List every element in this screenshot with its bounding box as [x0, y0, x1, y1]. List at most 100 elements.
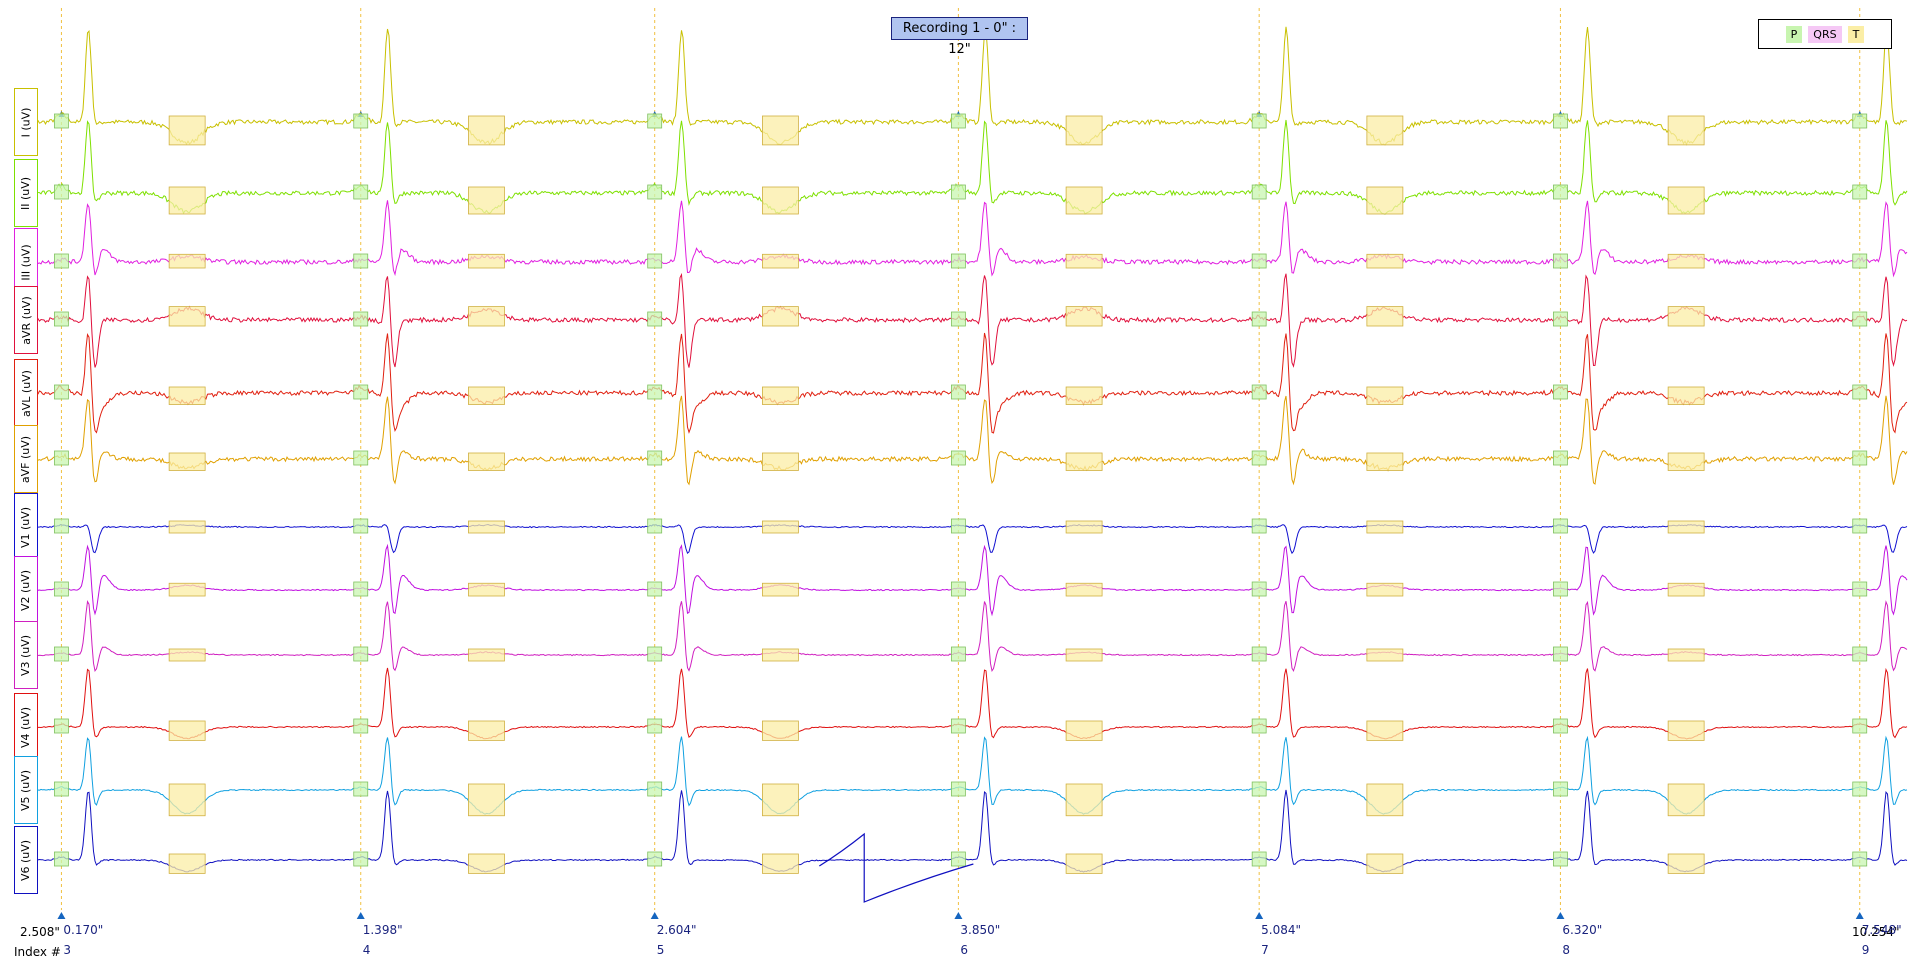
p-wave-box — [54, 253, 69, 269]
p-wave-box — [950, 851, 966, 867]
t-wave-box — [762, 648, 799, 662]
lead-trace — [19, 332, 1908, 434]
t-wave-box — [468, 520, 505, 534]
t-wave-box — [468, 115, 505, 146]
p-wave-box — [1852, 384, 1868, 400]
beat-marker — [356, 912, 365, 919]
beat-index-label: 6 — [960, 943, 969, 957]
p-wave-box — [1553, 113, 1568, 129]
p-wave-box — [647, 646, 663, 662]
t-wave-box — [1667, 253, 1705, 269]
t-wave-box — [168, 115, 206, 146]
lead-label: aVR (uV) — [14, 286, 38, 354]
p-wave-box — [1553, 581, 1568, 597]
t-wave-box — [1667, 306, 1705, 327]
recording-title: Recording 1 - 0" : 12" — [891, 17, 1028, 57]
lead-label: aVF (uV) — [14, 425, 38, 493]
p-wave-box — [1852, 851, 1868, 867]
p-wave-box — [353, 450, 369, 466]
p-wave-box — [1553, 851, 1568, 867]
p-wave-box — [1251, 518, 1267, 534]
p-wave-box — [353, 581, 369, 597]
v6-artifact — [818, 832, 974, 903]
lead-trace — [19, 543, 1908, 617]
p-wave-box — [950, 781, 966, 797]
t-wave-box — [1065, 186, 1103, 215]
t-wave-box — [1667, 720, 1705, 741]
t-wave-box — [168, 306, 206, 327]
p-wave-box — [1553, 646, 1568, 662]
beat-time-label: 0.170" — [63, 923, 104, 937]
p-wave-box — [353, 113, 369, 129]
t-wave-box — [1667, 648, 1705, 662]
lead-label-text: V4 (uV) — [19, 706, 33, 748]
t-wave-box — [1065, 115, 1103, 146]
t-wave-box — [762, 115, 799, 146]
p-wave-box — [353, 184, 369, 200]
t-wave-box — [762, 720, 799, 741]
lead-label-text: V5 (uV) — [19, 769, 33, 811]
p-wave-box — [1852, 311, 1868, 327]
lead-label-text: V3 (uV) — [19, 634, 33, 676]
lead-label: V5 (uV) — [14, 756, 38, 824]
p-wave-box — [1852, 718, 1868, 734]
t-wave-box — [168, 853, 206, 874]
t-wave-box — [1667, 520, 1705, 534]
p-wave-box — [1852, 253, 1868, 269]
p-wave-box — [950, 253, 966, 269]
p-wave-box — [353, 518, 369, 534]
t-wave-box — [1667, 853, 1705, 874]
beat-marker — [1556, 912, 1565, 919]
p-wave-box — [1553, 718, 1568, 734]
lead-label-text: aVL (uV) — [19, 369, 33, 417]
p-wave-box — [647, 253, 663, 269]
t-wave-box — [168, 783, 206, 817]
p-wave-box — [1852, 450, 1868, 466]
p-wave-box — [647, 718, 663, 734]
t-wave-box — [468, 783, 505, 817]
p-wave-box — [1251, 851, 1267, 867]
p-wave-box — [647, 450, 663, 466]
beat-index-label: 3 — [63, 943, 72, 957]
t-wave-box — [762, 783, 799, 817]
p-wave-box — [647, 384, 663, 400]
t-wave-box — [468, 306, 505, 327]
t-wave-box — [1366, 186, 1404, 215]
t-wave-box — [1065, 783, 1103, 817]
t-wave-box — [1366, 720, 1404, 741]
t-wave-box — [762, 386, 799, 405]
t-wave-box — [1366, 253, 1404, 269]
t-wave-box — [1366, 386, 1404, 405]
lead-label-text: V1 (uV) — [19, 506, 33, 548]
lead-label-text: III (uV) — [19, 243, 33, 281]
p-wave-box — [54, 851, 69, 867]
t-wave-box — [168, 648, 206, 662]
t-wave-box — [168, 720, 206, 741]
beat-marker — [57, 912, 66, 919]
t-wave-box — [1065, 582, 1103, 597]
t-wave-box — [1366, 115, 1404, 146]
t-wave-box — [1667, 582, 1705, 597]
legend-qrs-complex: QRS — [1808, 25, 1842, 43]
t-wave-box — [168, 386, 206, 405]
p-wave-box — [1251, 253, 1267, 269]
p-wave-box — [1251, 450, 1267, 466]
p-wave-box — [950, 450, 966, 466]
legend-t-wave: T — [1847, 25, 1865, 43]
p-wave-box — [54, 646, 69, 662]
t-wave-box — [468, 386, 505, 405]
lead-trace — [19, 395, 1908, 486]
p-wave-box — [950, 718, 966, 734]
t-wave-box — [468, 452, 505, 471]
t-wave-box — [762, 253, 799, 269]
t-wave-box — [1366, 853, 1404, 874]
t-wave-box — [762, 853, 799, 874]
beat-marker — [1855, 912, 1864, 919]
p-wave-box — [950, 646, 966, 662]
t-wave-box — [1065, 452, 1103, 471]
lead-label: aVL (uV) — [14, 359, 38, 427]
p-wave-box — [1852, 518, 1868, 534]
t-wave-box — [1065, 853, 1103, 874]
t-wave-box — [762, 306, 799, 327]
lead-label: III (uV) — [14, 228, 38, 296]
